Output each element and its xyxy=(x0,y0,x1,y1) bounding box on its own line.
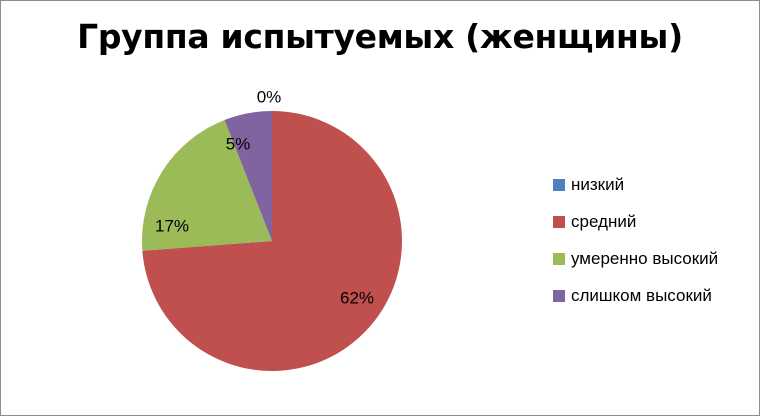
legend-item-too-high: слишком высокий xyxy=(553,282,753,319)
pie-slice-too-high xyxy=(224,111,272,241)
chart-title: Группа испытуемых (женщины) xyxy=(77,17,683,56)
pie-slice-medium xyxy=(142,111,402,371)
legend-swatch-moderately-high xyxy=(553,253,565,265)
legend-item-low: низкий xyxy=(553,171,753,208)
data-label-moderately-high: 17% xyxy=(155,217,189,236)
data-label-low: 0% xyxy=(257,88,282,107)
legend-swatch-too-high xyxy=(553,290,565,302)
legend-item-medium: средний xyxy=(553,208,753,245)
legend-label-medium: средний xyxy=(571,212,637,231)
data-label-too-high: 5% xyxy=(226,135,251,154)
legend-swatch-medium xyxy=(553,216,565,228)
legend-item-moderately-high: умеренно высокий xyxy=(553,245,753,282)
pie-slice-moderately-high xyxy=(141,119,272,251)
legend-label-too-high: слишком высокий xyxy=(571,286,712,305)
data-label-medium: 62% xyxy=(340,289,374,308)
legend: низкий средний умеренно высокий слишком … xyxy=(553,171,753,319)
legend-label-low: низкий xyxy=(571,175,625,194)
legend-label-moderately-high: умеренно высокий xyxy=(571,249,719,268)
legend-swatch-low xyxy=(553,179,565,191)
